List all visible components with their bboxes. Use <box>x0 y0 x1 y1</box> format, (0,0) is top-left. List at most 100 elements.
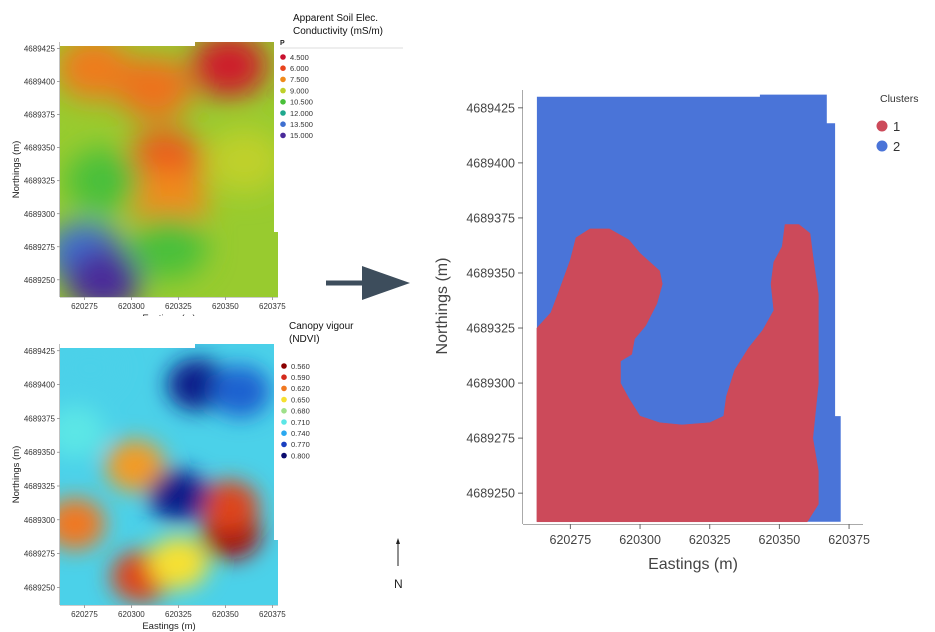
ec-zone-north-centre <box>115 56 192 121</box>
ec-zone-north-east <box>191 42 268 98</box>
ec-legend-swatch-4 <box>280 99 286 105</box>
ec-zone-far-south-west <box>65 247 142 297</box>
ndvi-y-tick-label-2: 4689375 <box>24 414 56 423</box>
ec-legend-label-4: 10.500 <box>290 98 313 107</box>
clusters-y-tick-label-3: 4689350 <box>466 266 515 280</box>
ndvi-y-tick-label-7: 4689250 <box>24 583 56 592</box>
ec-y-tick-label-5: 4689300 <box>24 210 56 219</box>
clusters-y-tick-label-6: 4689275 <box>466 432 515 446</box>
ndvi-legend-swatch-7 <box>281 441 287 448</box>
clusters-y-tick-label-2: 4689375 <box>466 211 515 225</box>
ndvi-zone-west-red <box>60 497 106 550</box>
clusters-legend-swatch-1 <box>876 120 888 132</box>
ndvi-legend-swatch-2 <box>281 385 287 392</box>
ec-legend-label-0: 4.500 <box>290 53 309 62</box>
north-arrow-head <box>396 538 400 544</box>
ndvi-legend-swatch-1 <box>281 374 287 380</box>
ndvi-legend-title-line-1: Canopy vigour <box>289 321 354 332</box>
ec-legend-label-3: 9.000 <box>290 86 309 95</box>
ndvi-y-tick-label-3: 4689350 <box>24 448 56 457</box>
ndvi-y-tick-label-5: 4689300 <box>24 516 56 525</box>
clusters-x-tick-label-0: 620275 <box>550 533 592 547</box>
clusters-y-tick-label-7: 4689250 <box>466 487 515 501</box>
clusters-y-tick-label-5: 4689300 <box>466 377 515 391</box>
ec-legend-title-line-2: Conductivity (mS/m) <box>293 26 384 37</box>
ndvi-zone-west-cyan <box>60 405 106 458</box>
ndvi-legend-label-0: 0.560 <box>291 362 310 371</box>
ndvi-y-tick-label-4: 4689325 <box>24 482 56 491</box>
ndvi-legend-swatch-0 <box>281 363 287 369</box>
flow-arrow-head <box>362 266 410 300</box>
ec-legend-swatch-6 <box>280 121 286 127</box>
ec-y-tick-label-0: 4689425 <box>24 45 56 54</box>
ec-legend-swatch-0 <box>280 54 286 60</box>
ndvi-zone-centre-orange <box>105 439 166 492</box>
ndvi-y-tick-label-0: 4689425 <box>24 347 56 356</box>
ndvi-zone-east-red-upper <box>199 480 260 533</box>
ec-legend-title-line-1: Apparent Soil Elec. <box>293 13 379 24</box>
ec-zone-south-middle <box>131 214 207 279</box>
flow-arrow <box>326 266 410 300</box>
ec-x-tick-label-1: 620300 <box>118 302 145 311</box>
ndvi-zone-centre-dark-blue <box>148 469 209 522</box>
ec-y-tick-label-1: 4689400 <box>24 78 56 87</box>
ec-x-axis-title: Eastings (m) <box>142 313 195 316</box>
ec-zone-east <box>206 128 278 193</box>
ec-legend-swatch-5 <box>280 110 286 116</box>
ec-legend-header: P <box>280 40 285 47</box>
ec-legend-swatch-3 <box>280 87 286 94</box>
clusters-legend-swatch-2 <box>876 140 888 152</box>
north-arrow-label: N <box>394 577 403 591</box>
ec-legend-label-1: 6.000 <box>290 64 309 73</box>
clusters-x-tick-label-2: 620325 <box>689 533 731 547</box>
ec-y-tick-label-6: 4689275 <box>24 243 56 252</box>
ec-legend-label-7: 15.000 <box>290 131 313 140</box>
ndvi-zone-south-middle-yellow <box>148 537 209 590</box>
clusters-legend-label-2: 2 <box>893 139 900 154</box>
ndvi-legend-label-1: 0.590 <box>291 373 310 382</box>
ec-zone-west-middle <box>65 148 142 213</box>
ec-zone-centre-south <box>131 168 207 233</box>
ndvi-y-axis-title: Northings (m) <box>11 446 22 504</box>
ndvi-legend-title-line-2: (NDVI) <box>289 334 320 345</box>
ec-x-tick-label-3: 620350 <box>212 302 239 311</box>
ndvi-legend-label-8: 0.800 <box>291 451 310 460</box>
ec-x-tick-label-0: 620275 <box>71 302 98 311</box>
ndvi-zone-north-east-blue <box>210 365 271 418</box>
ndvi-legend-swatch-4 <box>281 408 287 414</box>
ndvi-map: 4689425 4689400 4689375 4689350 4689325 46893… <box>11 344 310 632</box>
ndvi-legend-label-4: 0.680 <box>291 407 310 416</box>
ec-map: 4689425 4689400 4689375 4689350 4689325 46893… <box>11 40 403 316</box>
ec-y-axis-title: Northings (m) <box>11 141 22 199</box>
clusters-y-tick-label-0: 4689425 <box>466 101 515 115</box>
ec-surface <box>60 42 278 297</box>
ndvi-x-tick-label-4: 620375 <box>259 610 286 619</box>
clusters-x-tick-label-4: 620375 <box>828 533 870 547</box>
ndvi-y-tick-label-1: 4689400 <box>24 381 56 390</box>
ndvi-legend-swatch-8 <box>281 452 287 459</box>
ec-legend-label-5: 12.000 <box>290 109 313 118</box>
clusters-map: 4689425 4689400 4689375 4689350 4689325 46893… <box>434 90 919 573</box>
ec-legend-title: Apparent Soil Elec. Conductivity (mS/m) <box>293 12 383 38</box>
north-arrow: N <box>394 538 403 591</box>
ndvi-legend-swatch-6 <box>281 430 287 436</box>
ec-x-tick-label-2: 620325 <box>165 302 192 311</box>
ec-zone-north-west <box>60 42 132 101</box>
ec-y-tick-label-7: 4689250 <box>24 276 56 285</box>
ndvi-legend-label-5: 0.710 <box>291 418 310 427</box>
clusters-y-tick-label-4: 4689325 <box>466 322 515 336</box>
ec-x-tick-label-4: 620375 <box>259 302 286 311</box>
ndvi-x-tick-label-2: 620325 <box>165 610 192 619</box>
ec-legend-label-2: 7.500 <box>290 75 309 84</box>
ec-y-tick-label-3: 4689350 <box>24 144 56 153</box>
ndvi-legend-label-3: 0.650 <box>291 395 310 404</box>
ec-y-tick-label-2: 4689375 <box>24 111 56 120</box>
ndvi-legend-swatch-3 <box>281 396 287 403</box>
ec-legend-label-6: 13.500 <box>290 120 313 129</box>
ndvi-surface <box>60 344 278 605</box>
clusters-x-tick-label-3: 620350 <box>759 533 801 547</box>
ndvi-zone-north-west-cyan <box>60 344 121 395</box>
clusters-x-axis-title: Eastings (m) <box>648 556 738 573</box>
clusters-x-tick-label-1: 620300 <box>619 533 661 547</box>
ec-legend-swatch-7 <box>280 132 286 139</box>
